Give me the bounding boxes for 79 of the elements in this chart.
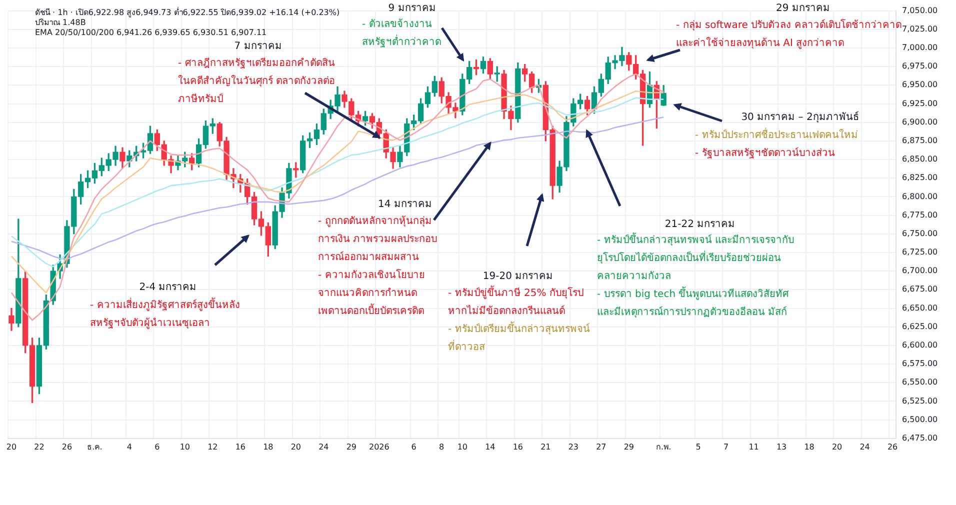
x-tick-label: 18 bbox=[263, 442, 274, 452]
annotation: - ถูกกดดันหลักจากหุ้นกลุ่มการเงิน ภาพรวมผลประกอบการณ์ออกมาผสมผสาน bbox=[318, 214, 438, 265]
y-tick-label: 6,675.00 bbox=[902, 284, 938, 294]
x-tick-label: 24 bbox=[860, 442, 870, 452]
x-tick-label: 6 bbox=[154, 442, 160, 452]
annotation: - ทรัมป์ประกาศชื่อประธานเฟดคนใหม่ bbox=[695, 130, 858, 141]
x-tick-label: 10 bbox=[457, 442, 468, 452]
annotation: - ตัวเลขจ้างงานสหรัฐฯต่ำกว่าคาด bbox=[362, 18, 442, 50]
x-tick-label: 23 bbox=[568, 442, 578, 452]
x-tick-label: 21 bbox=[540, 442, 551, 452]
y-tick-label: 6,875.00 bbox=[902, 136, 938, 146]
y-tick-label: 6,900.00 bbox=[902, 117, 938, 126]
y-tick-label: 6,525.00 bbox=[902, 396, 938, 406]
x-tick-label: 20 bbox=[6, 442, 17, 452]
x-tick-label: 26 bbox=[62, 442, 72, 452]
y-tick-label: 6,800.00 bbox=[902, 192, 938, 201]
x-tick-label: 10 bbox=[180, 442, 190, 452]
y-tick-label: 6,975.00 bbox=[902, 62, 938, 71]
x-tick-label: 11 bbox=[748, 442, 759, 452]
x-tick-label: 14 bbox=[485, 442, 496, 452]
y-tick-label: 6,725.00 bbox=[902, 248, 938, 257]
x-tick-label: 29 bbox=[624, 442, 634, 452]
x-tick-label: 20 bbox=[290, 442, 301, 452]
y-tick-label: 6,600.00 bbox=[902, 340, 938, 350]
annotation: - ความกังวลเชิงนโยบายจากแนวคิดการกำหนดเพดานดอกเบี้ยบัตรเครดิต bbox=[318, 268, 426, 319]
y-tick-label: 6,500.00 bbox=[902, 414, 938, 424]
annotation: - ทรัมป์ขึ้นกล่าวสุนทรพจน์ และมีการเจรจากับยุโรปโดยได้ข้อตกลงเป็นที่เรียบร้อยช่วยผ่อนคลายความกังวล bbox=[597, 232, 795, 284]
y-tick-label: 7,050.00 bbox=[902, 6, 938, 15]
annotation: EMA 20/50/100/200 6,941.26 6,939.65 6,930.51 6,907.11 bbox=[35, 28, 267, 37]
annotation: 19-20 มกราคม bbox=[482, 270, 554, 284]
annotation: 30 มกราคม – 2กุมภาพันธ์ bbox=[741, 112, 859, 123]
y-tick-label: 6,575.00 bbox=[902, 359, 938, 368]
x-tick-label: 4 bbox=[126, 442, 132, 452]
x-tick-label: ธ.ค. bbox=[87, 442, 102, 452]
y-tick-label: 6,775.00 bbox=[902, 210, 938, 220]
x-tick-label: ก.พ. bbox=[656, 442, 672, 452]
annotation: 9 มกราคม bbox=[387, 2, 437, 16]
y-tick-label: 7,025.00 bbox=[902, 24, 938, 34]
x-tick-label: 16 bbox=[512, 442, 523, 452]
y-tick-label: 6,475.00 bbox=[902, 433, 938, 442]
y-tick-label: 6,550.00 bbox=[902, 378, 938, 387]
annotation: ดัชนี · 1h · เปิด6,922.98 สูง6,949.73 ต่ำ6,922.55 ปิด6,939.02 +16.14 (+0.23%) bbox=[35, 8, 340, 17]
x-tick-label: 6 bbox=[411, 442, 416, 452]
annotation: - บรรดา big tech ขึ้นพูดบนเวทีแสดงวิสัยทัศ และมีเหตุการณ์การปรากฏตัวของอีลอน มัสก์ bbox=[597, 286, 790, 320]
x-tick-label: 24 bbox=[318, 442, 329, 452]
x-tick-label: 26 bbox=[887, 442, 898, 452]
annotation: - กลุ่ม software ปรับตัวลง คลาวด์เติบโตช้ากว่าคาด และค่าใช้จ่ายลงทุนด้าน AI สูงกว่าคาด bbox=[676, 18, 902, 51]
y-tick-label: 6,750.00 bbox=[902, 228, 938, 238]
x-tick-label: 20 bbox=[832, 442, 842, 452]
y-tick-label: 6,925.00 bbox=[902, 98, 938, 108]
annotation: 21-22 มกราคม bbox=[664, 218, 736, 232]
annotation: - ทรัมป์ขู่ขึ้นภาษี 25% กับยุโรปหากไม่มีข้อตกลงกรีนแลนด์ bbox=[448, 285, 584, 319]
x-tick-label: 13 bbox=[776, 442, 787, 452]
annotation: - ทรัมป์เตรียมขึ้นกล่าวสุนทรพจน์ที่ดาวอส bbox=[448, 321, 591, 355]
annotation: ปริมาณ 1.48B bbox=[35, 18, 87, 28]
x-tick-label: 7 bbox=[723, 442, 729, 452]
x-tick-label: 16 bbox=[235, 442, 246, 452]
annotation: - ศาลฎีกาสหรัฐฯเตรียมออกคำตัดสินในคดีสำคัญในวันศุกร์ ตลาดกังวลต่อภาษีทรัมป์ bbox=[178, 56, 336, 107]
annotation: 14 มกราคม bbox=[377, 198, 433, 212]
annotation: 2-4 มกราคม bbox=[138, 281, 198, 295]
y-tick-label: 7,000.00 bbox=[902, 43, 938, 52]
x-tick-label: 22 bbox=[34, 442, 44, 452]
y-tick-label: 6,700.00 bbox=[902, 266, 938, 276]
y-tick-label: 6,825.00 bbox=[902, 173, 938, 182]
annotation: - ความเสี่ยงภูมิรัฐศาสตร์สูงขึ้นหลังสหรัฐฯจับตัวผู้นำเวเนซุเอลา bbox=[90, 297, 241, 331]
y-tick-label: 6,850.00 bbox=[902, 154, 938, 164]
x-tick-label: 12 bbox=[208, 442, 218, 452]
x-tick-label: 29 bbox=[346, 442, 356, 452]
x-tick-label: 2026 bbox=[368, 442, 390, 452]
x-tick-label: 8 bbox=[439, 442, 444, 452]
y-tick-label: 6,950.00 bbox=[902, 80, 938, 90]
y-tick-label: 6,650.00 bbox=[902, 303, 938, 312]
annotation: 7 มกราคม bbox=[233, 40, 283, 54]
annotation: 29 มกราคม bbox=[775, 2, 831, 16]
x-tick-label: 27 bbox=[596, 442, 606, 452]
x-tick-label: 18 bbox=[804, 442, 814, 452]
x-tick-label: 5 bbox=[696, 442, 701, 452]
annotation: - รัฐบาลสหรัฐฯชัตดาวน์บางส่วน bbox=[695, 148, 835, 159]
y-tick-label: 6,625.00 bbox=[902, 322, 938, 331]
